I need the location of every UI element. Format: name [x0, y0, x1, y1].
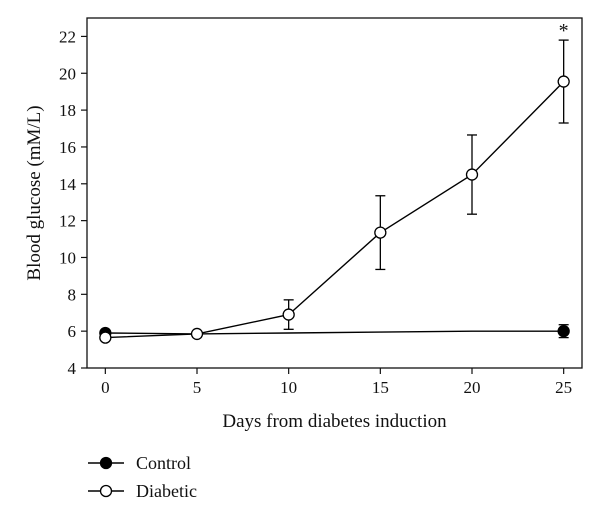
y-tick-label: 4: [68, 359, 77, 378]
y-tick-label: 16: [59, 138, 76, 157]
series-line-diabetic: [105, 81, 565, 339]
plot-frame: [86, 17, 583, 369]
y-tick-label: 12: [59, 212, 76, 231]
y-tick-label: 20: [59, 64, 76, 83]
data-point: [557, 325, 570, 338]
legend: Control Diabetic: [88, 453, 197, 501]
x-tick-label: 25: [555, 378, 572, 397]
series-line-control: [105, 330, 564, 335]
data-point: [190, 327, 204, 341]
y-tick-label: 8: [68, 285, 77, 304]
x-tick-label: 20: [464, 378, 481, 397]
x-tick-label: 15: [372, 378, 389, 397]
annotations: *: [559, 20, 569, 42]
legend-marker: [99, 484, 113, 498]
legend-label: Control: [136, 453, 191, 473]
series-diabetic: [99, 39, 570, 344]
data-point: [374, 226, 387, 239]
y-tick-label: 22: [59, 27, 76, 46]
x-axis-title: Days from diabetes induction: [222, 411, 447, 432]
legend-marker: [99, 456, 113, 470]
y-tick-label: 10: [59, 248, 76, 267]
series-control: [99, 324, 570, 340]
significance-marker: *: [559, 20, 569, 42]
legend-item-control: Control: [88, 453, 191, 473]
legend-label: Diabetic: [136, 481, 197, 501]
y-tick-label: 6: [68, 322, 77, 341]
data-point: [557, 75, 570, 88]
x-tick-label: 5: [193, 378, 202, 397]
y-tick-label: 18: [59, 101, 76, 120]
y-axis-title: Blood glucose (mM/L): [24, 105, 45, 280]
axes: [86, 17, 583, 369]
y-tick-label: 14: [59, 175, 77, 194]
ticks: 0 5 10 15 20 25 4 6 8 10 12 14 16 18 20 22: [59, 27, 572, 397]
data-point: [99, 331, 112, 344]
series-layer: [99, 39, 570, 344]
data-point: [282, 308, 295, 321]
x-tick-label: 10: [280, 378, 297, 397]
legend-item-diabetic: Diabetic: [88, 481, 197, 501]
x-tick-label: 0: [101, 378, 110, 397]
data-point: [465, 168, 479, 181]
